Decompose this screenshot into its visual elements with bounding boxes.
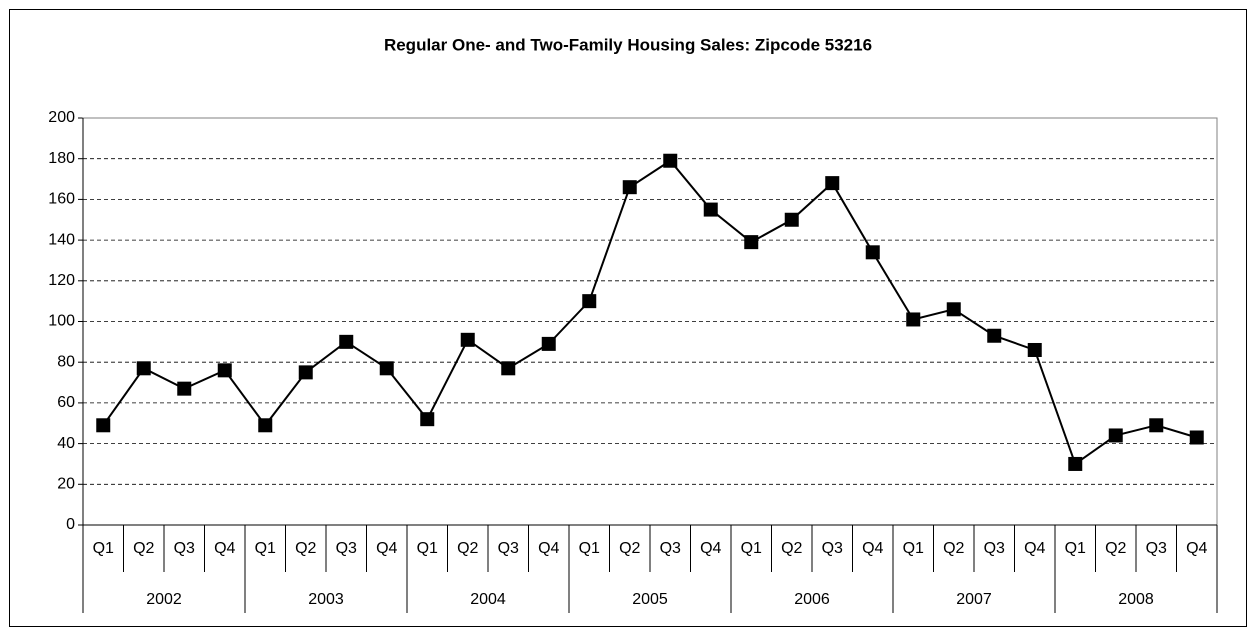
marker — [541, 336, 556, 351]
marker — [663, 153, 678, 168]
line — [102, 159, 1198, 466]
x-tick-label: Q4 — [700, 540, 721, 557]
x-tick-label: Q2 — [781, 540, 802, 557]
marker — [379, 361, 394, 376]
x-tick-label: Q3 — [822, 540, 843, 557]
marker — [1027, 342, 1042, 357]
x-tick-label: Q4 — [1186, 540, 1207, 557]
marker — [501, 361, 516, 376]
marker — [96, 418, 111, 433]
marker — [946, 302, 961, 317]
x-tick-label: Q2 — [295, 540, 316, 557]
x-tick-label: Q2 — [1105, 540, 1126, 557]
marker — [1068, 456, 1083, 471]
marker — [217, 363, 232, 378]
x-tick-label: Q1 — [903, 540, 924, 557]
group-label: 2002 — [146, 591, 182, 608]
marker — [784, 212, 799, 227]
marker — [460, 332, 475, 347]
x-tick-label: Q1 — [417, 540, 438, 557]
x-tick-label: Q4 — [214, 540, 235, 557]
chart-title: Regular One- and Two-Family Housing Sale… — [384, 35, 872, 54]
x-tick-label: Q2 — [457, 540, 478, 557]
marker — [622, 180, 637, 195]
group-label: 2006 — [794, 591, 830, 608]
x-tick-label: Q2 — [943, 540, 964, 557]
marker — [1108, 428, 1123, 443]
marker — [825, 176, 840, 191]
x-tick-label: Q3 — [1146, 540, 1167, 557]
x-tick-label: Q4 — [538, 540, 559, 557]
marker — [744, 235, 759, 250]
marker — [339, 334, 354, 349]
marker — [582, 294, 597, 309]
y-tick-label: 160 — [48, 191, 75, 208]
marker — [1149, 418, 1164, 433]
x-tick-label: Q4 — [862, 540, 883, 557]
x-tick-label: Q1 — [1065, 540, 1086, 557]
y-tick-label: 60 — [57, 394, 75, 411]
x-tick-label: Q3 — [660, 540, 681, 557]
marker — [703, 202, 718, 217]
x-tick-label: Q1 — [741, 540, 762, 557]
group-label: 2007 — [956, 591, 992, 608]
marker — [177, 381, 192, 396]
group-label: 2005 — [632, 591, 668, 608]
x-tick-label: Q1 — [93, 540, 114, 557]
y-tick-label: 120 — [48, 272, 75, 289]
group-label: 2004 — [470, 591, 506, 608]
marker — [298, 365, 313, 380]
marker — [420, 412, 435, 427]
chart-frame — [9, 9, 1247, 627]
x-tick-label: Q2 — [133, 540, 154, 557]
group-label: 2003 — [308, 591, 344, 608]
y-tick-label: 140 — [48, 231, 75, 248]
marker — [865, 245, 880, 260]
x-tick-label: Q3 — [174, 540, 195, 557]
y-tick-label: 180 — [48, 150, 75, 167]
marker — [258, 418, 273, 433]
x-tick-label: Q2 — [619, 540, 640, 557]
x-tick-label: Q3 — [984, 540, 1005, 557]
x-tick-label: Q3 — [498, 540, 519, 557]
group-label: 2008 — [1118, 591, 1154, 608]
y-tick-label: 200 — [48, 109, 75, 126]
y-tick-label: 20 — [57, 476, 75, 493]
x-tick-label: Q3 — [336, 540, 357, 557]
marker — [987, 328, 1002, 343]
x-tick-label: Q1 — [255, 540, 276, 557]
marker — [906, 312, 921, 327]
y-tick-label: 40 — [57, 435, 75, 452]
y-tick-label: 0 — [66, 516, 75, 533]
y-tick-label: 80 — [57, 353, 75, 370]
x-tick-label: Q1 — [579, 540, 600, 557]
x-tick-label: Q4 — [376, 540, 397, 557]
x-tick-label: Q4 — [1024, 540, 1045, 557]
marker — [1189, 430, 1204, 445]
y-tick-label: 100 — [48, 313, 75, 330]
marker — [136, 361, 151, 376]
